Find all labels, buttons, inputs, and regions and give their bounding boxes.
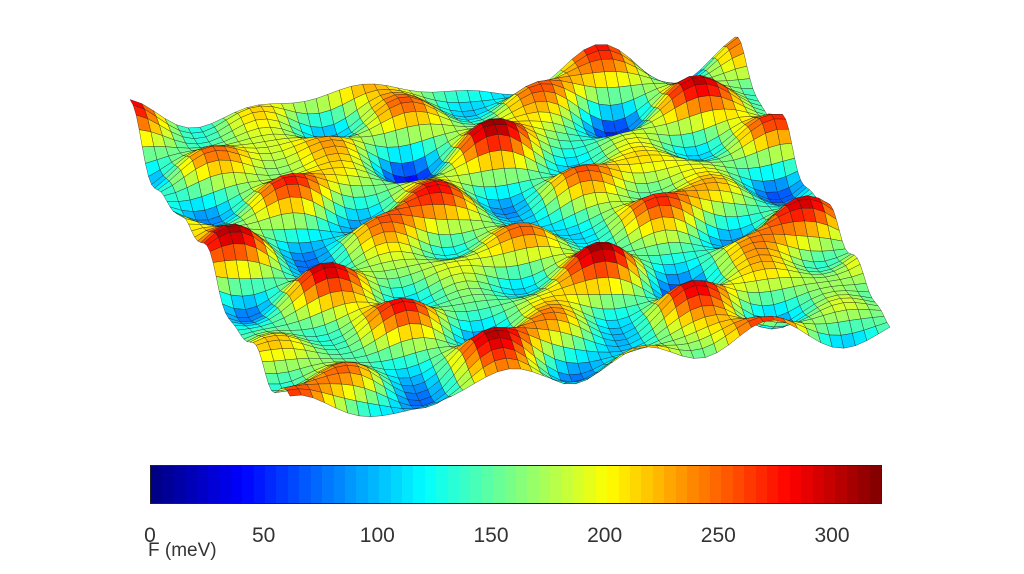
colorbar-segment	[436, 466, 448, 503]
colorbar-segment	[481, 466, 494, 503]
colorbar-segment	[185, 466, 197, 503]
colorbar-segment	[333, 466, 345, 503]
colorbar-segment	[630, 466, 642, 503]
surface-patch	[875, 322, 891, 335]
colorbar-segment	[504, 466, 516, 503]
colorbar-segment	[299, 466, 311, 503]
colorbar-segment	[344, 466, 357, 503]
colorbar-segment	[538, 466, 551, 503]
colorbar-segment	[709, 466, 722, 503]
colorbar-segment	[755, 466, 767, 503]
colorbar-segment	[801, 466, 813, 503]
colorbar-segment	[413, 466, 425, 503]
colorbar-label: F (meV)	[148, 540, 217, 561]
colorbar-segment	[618, 466, 631, 503]
colorbar-tick-label: 50	[251, 524, 276, 547]
colorbar-tick-label: 0	[144, 524, 156, 547]
colorbar-segment	[424, 466, 437, 503]
colorbar-segment	[721, 466, 733, 503]
colorbar-segment	[789, 466, 802, 503]
colorbar-segment	[516, 466, 528, 503]
colorbar-segment	[162, 466, 174, 503]
colorbar-segment	[595, 466, 608, 503]
colorbar-segment	[732, 466, 745, 503]
colorbar-segment	[151, 466, 163, 503]
colorbar-segment	[447, 466, 459, 503]
colorbar	[150, 465, 882, 504]
colorbar-segment	[744, 466, 756, 503]
colorbar-segment	[367, 466, 380, 503]
colorbar-segment	[310, 466, 323, 503]
colorbar-segment	[527, 466, 539, 503]
colorbar-segment	[812, 466, 824, 503]
colorbar-segment	[390, 466, 402, 503]
colorbar-segment	[858, 466, 870, 503]
colorbar-segment	[219, 466, 231, 503]
colorbar-segment	[607, 466, 619, 503]
colorbar-segment	[869, 466, 881, 503]
colorbar-tick-label: 150	[473, 524, 509, 547]
colorbar-segment	[766, 466, 779, 503]
colorbar-segment	[287, 466, 300, 503]
colorbar-tick-labels: 0 50 100 150 200 250 300	[144, 524, 882, 550]
surface-plot	[129, 36, 891, 417]
colorbar-tick-label: 300	[814, 524, 850, 547]
colorbar-segment	[573, 466, 585, 503]
colorbar-tick-label: 200	[587, 524, 623, 547]
colorbar-segment	[687, 466, 699, 503]
colorbar-segment	[379, 466, 391, 503]
colorbar-segment	[641, 466, 653, 503]
colorbar-segment	[242, 466, 254, 503]
colorbar-tick-label: 250	[700, 524, 736, 547]
colorbar-segment	[550, 466, 562, 503]
colorbar-segment	[230, 466, 243, 503]
colorbar-segment	[584, 466, 596, 503]
colorbar-segment	[652, 466, 665, 503]
colorbar-segment	[470, 466, 482, 503]
colorbar-segment	[561, 466, 574, 503]
colorbar-segment	[401, 466, 414, 503]
colorbar-tick-label: 100	[359, 524, 395, 547]
colorbar-segment	[458, 466, 471, 503]
colorbar-segment	[778, 466, 790, 503]
surface-mesh	[129, 36, 891, 417]
colorbar-segment	[208, 466, 220, 503]
colorbar-segment	[253, 466, 266, 503]
colorbar-segment	[356, 466, 368, 503]
colorbar-segment	[835, 466, 847, 503]
colorbar-segment	[823, 466, 836, 503]
colorbar-segment	[322, 466, 334, 503]
colorbar-segment	[493, 466, 505, 503]
colorbar-segment	[675, 466, 688, 503]
colorbar-segment	[196, 466, 209, 503]
colorbar-segment	[276, 466, 288, 503]
colorbar-segment	[664, 466, 676, 503]
colorbar-segment	[265, 466, 277, 503]
colorbar-segment	[698, 466, 710, 503]
colorbar-segment	[173, 466, 186, 503]
colorbar-segment	[846, 466, 859, 503]
